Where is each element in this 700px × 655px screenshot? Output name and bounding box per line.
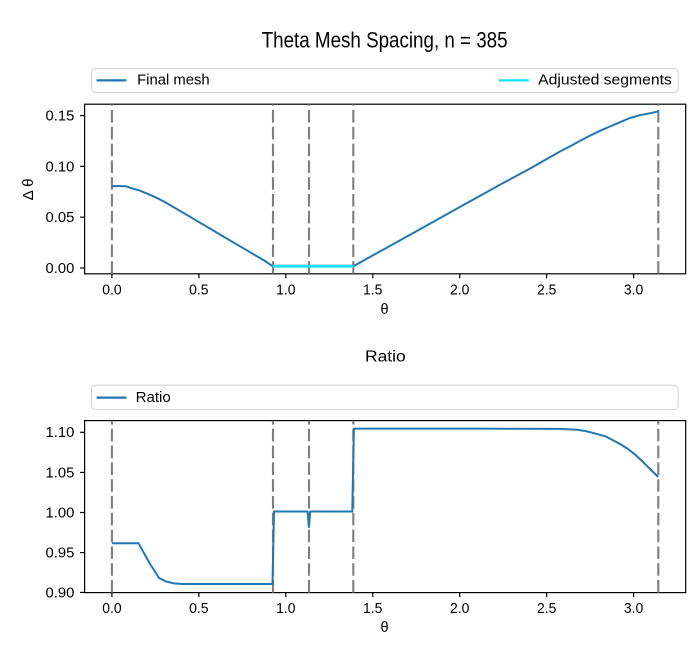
svg-text:0.10: 0.10 [46,159,75,175]
svg-text:2.5: 2.5 [537,282,556,298]
svg-text:0.0: 0.0 [102,282,121,298]
svg-text:2.0: 2.0 [450,282,469,298]
svg-text:0.95: 0.95 [46,546,75,562]
svg-text:0.5: 0.5 [189,601,208,617]
svg-text:Theta Mesh Spacing, n = 385: Theta Mesh Spacing, n = 385 [262,27,508,52]
svg-text:1.0: 1.0 [276,601,295,617]
svg-text:1.05: 1.05 [46,465,75,481]
svg-text:3.0: 3.0 [624,282,643,298]
svg-text:θ: θ [380,302,388,318]
svg-text:0.05: 0.05 [46,210,75,226]
svg-text:3.0: 3.0 [624,601,643,617]
svg-text:1.10: 1.10 [46,425,75,441]
svg-text:Final mesh: Final mesh [137,73,210,89]
svg-text:0.0: 0.0 [102,601,121,617]
svg-text:Δ θ: Δ θ [21,178,37,200]
svg-text:1.00: 1.00 [46,505,75,521]
svg-text:1.5: 1.5 [363,601,382,617]
svg-text:θ: θ [380,620,388,636]
svg-text:0.5: 0.5 [189,282,208,298]
svg-text:2.0: 2.0 [450,601,469,617]
svg-text:1.5: 1.5 [363,282,382,298]
svg-text:1.0: 1.0 [276,282,295,298]
svg-text:Ratio: Ratio [365,348,406,365]
svg-text:2.5: 2.5 [537,601,556,617]
svg-text:0.00: 0.00 [46,261,75,277]
svg-text:0.90: 0.90 [46,585,75,601]
svg-text:0.15: 0.15 [46,109,75,125]
svg-text:Ratio: Ratio [136,390,171,406]
svg-text:Adjusted segments: Adjusted segments [538,73,672,89]
